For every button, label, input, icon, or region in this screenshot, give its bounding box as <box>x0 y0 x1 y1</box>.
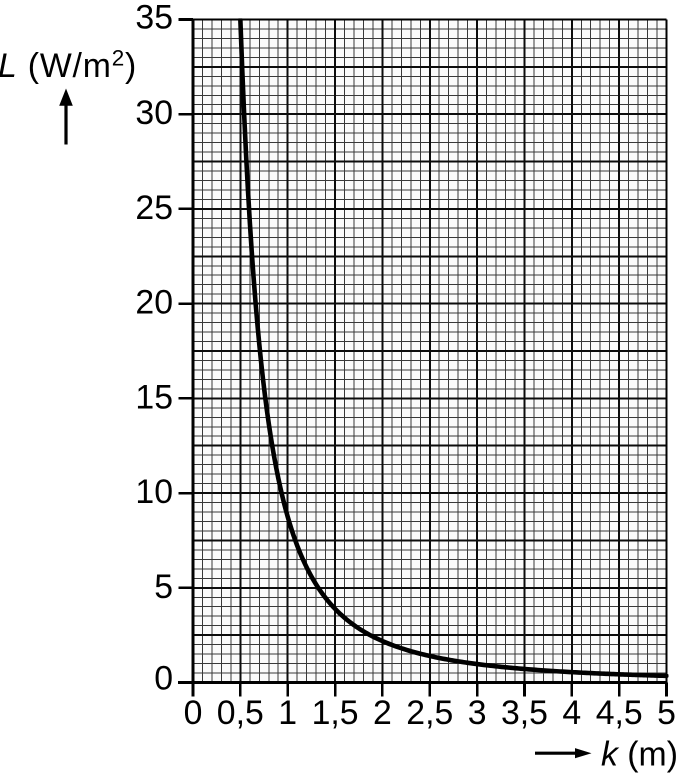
svg-text:5: 5 <box>657 694 676 732</box>
svg-text:3: 3 <box>468 694 487 732</box>
svg-text:4,5: 4,5 <box>596 694 643 732</box>
svg-text:15: 15 <box>135 378 173 416</box>
svg-text:1: 1 <box>278 694 297 732</box>
svg-text:0: 0 <box>154 660 173 698</box>
svg-text:2,5: 2,5 <box>406 694 453 732</box>
svg-text:10: 10 <box>135 473 173 511</box>
svg-text:1,5: 1,5 <box>312 694 359 732</box>
svg-text:0,5: 0,5 <box>217 694 264 732</box>
svg-text:4: 4 <box>562 694 581 732</box>
svg-text:35: 35 <box>135 0 173 37</box>
svg-text:25: 25 <box>135 189 173 227</box>
svg-text:0: 0 <box>184 694 203 732</box>
svg-text:30: 30 <box>135 94 173 132</box>
svg-text:k (m): k (m) <box>601 736 676 774</box>
svg-text:3,5: 3,5 <box>501 694 548 732</box>
svg-text:5: 5 <box>154 568 173 606</box>
svg-text:20: 20 <box>135 284 173 322</box>
svg-text:2: 2 <box>373 694 392 732</box>
